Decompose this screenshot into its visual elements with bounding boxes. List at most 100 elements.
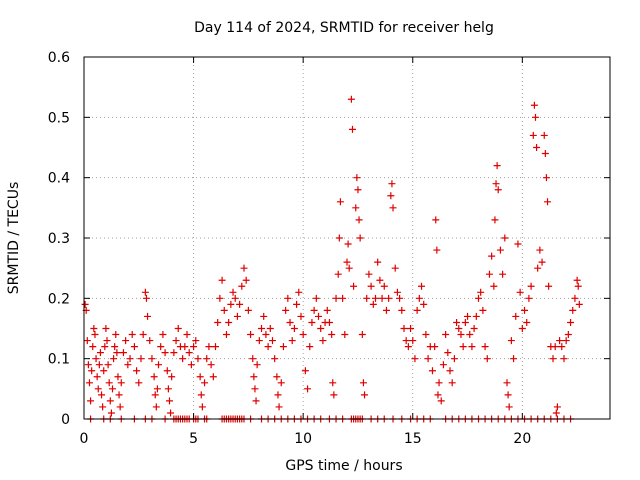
data-point: [183, 331, 191, 339]
data-point: [516, 288, 524, 296]
data-point: [367, 282, 375, 290]
data-point: [110, 355, 118, 363]
data-point: [92, 355, 100, 363]
data-point: [203, 355, 211, 363]
data-point: [207, 361, 215, 369]
data-point: [453, 318, 461, 326]
data-point: [181, 343, 189, 351]
data-point: [501, 234, 509, 242]
data-point: [380, 282, 388, 290]
data-point: [455, 325, 463, 332]
data-point: [89, 343, 97, 351]
data-point: [179, 355, 187, 363]
data-point: [233, 312, 241, 320]
data-point: [172, 337, 180, 345]
data-point: [251, 385, 259, 393]
data-point: [194, 355, 202, 363]
y-axis-label: SRMTID / TECUs: [6, 182, 22, 295]
data-point: [84, 361, 92, 369]
data-point: [253, 361, 261, 369]
data-point: [159, 331, 167, 339]
data-point: [525, 294, 533, 302]
data-point: [218, 276, 226, 284]
data-point: [133, 367, 141, 375]
data-point: [91, 331, 99, 339]
x-tick-label: 20: [513, 431, 531, 447]
data-point: [212, 343, 219, 351]
data-point: [144, 312, 152, 320]
data-point: [114, 373, 122, 381]
data-point: [518, 325, 526, 332]
data-point: [424, 355, 432, 363]
data-point: [530, 101, 538, 109]
data-point: [505, 403, 513, 411]
data-point: [163, 367, 171, 375]
data-point: [150, 373, 158, 381]
data-point: [196, 373, 204, 381]
data-point: [369, 300, 377, 308]
data-point: [124, 361, 132, 369]
data-point: [569, 306, 577, 314]
data-point: [174, 325, 182, 332]
data-point: [461, 318, 469, 326]
data-point: [94, 385, 102, 393]
data-point: [108, 385, 116, 393]
data-point: [499, 270, 507, 278]
data-point: [540, 131, 548, 139]
data-point: [439, 361, 447, 369]
data-point: [529, 131, 537, 139]
data-point: [472, 312, 480, 320]
data-point: [304, 385, 312, 393]
data-point: [352, 204, 360, 212]
data-point: [542, 174, 550, 182]
data-point: [187, 361, 195, 369]
data-point: [485, 270, 493, 278]
data-point: [222, 331, 230, 339]
y-tick-label: 0: [61, 412, 70, 428]
data-point: [112, 331, 120, 339]
grid: [84, 57, 610, 419]
data-point: [553, 403, 561, 411]
data-point: [428, 367, 436, 375]
data-point: [344, 240, 352, 248]
data-point: [214, 318, 222, 326]
data-point: [538, 258, 546, 266]
data-point: [457, 331, 465, 339]
data-point: [312, 294, 320, 302]
data-point: [167, 409, 175, 417]
data-point: [116, 403, 124, 411]
data-point: [268, 337, 276, 345]
y-tick-label: 0.2: [48, 291, 70, 307]
data-point: [128, 331, 136, 339]
data-point: [562, 337, 570, 345]
data-point: [388, 180, 396, 188]
data-point: [168, 373, 176, 381]
data-point: [393, 288, 401, 296]
data-point: [376, 276, 384, 284]
data-point: [122, 337, 130, 345]
data-point: [244, 306, 252, 314]
data-point: [450, 355, 458, 363]
data-point: [310, 306, 318, 314]
data-point: [164, 385, 172, 393]
data-point: [236, 300, 244, 308]
data-point: [494, 186, 502, 194]
plot-frame: [83, 56, 611, 420]
data-point: [551, 343, 559, 351]
data-point: [315, 312, 323, 320]
data-point: [444, 349, 452, 357]
data-point: [240, 264, 248, 272]
data-point: [398, 306, 406, 314]
data-point: [142, 294, 150, 302]
data-point: [146, 337, 154, 345]
data-point: [420, 300, 428, 308]
data-point: [564, 331, 572, 339]
data-point: [490, 282, 498, 290]
data-point: [422, 331, 430, 339]
data-point: [558, 343, 566, 351]
data-point: [353, 174, 361, 182]
data-point: [126, 355, 134, 363]
data-point: [137, 355, 145, 363]
data-point: [359, 379, 367, 387]
